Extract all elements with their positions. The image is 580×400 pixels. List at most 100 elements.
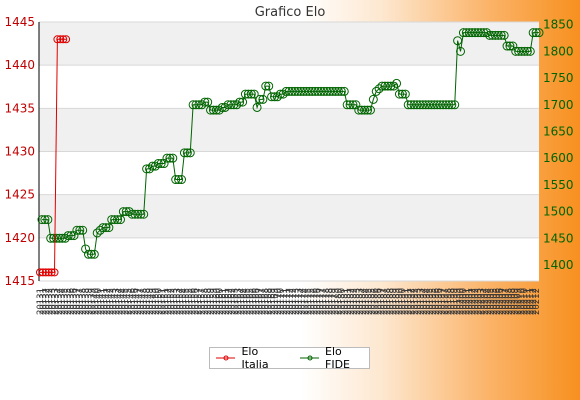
point-elo-fide — [389, 81, 399, 91]
x-tick-label: 20151 — [161, 288, 171, 315]
point-elo-fide — [127, 209, 137, 219]
x-tick-label: 20196 — [435, 288, 445, 315]
point-elo-fide — [147, 161, 157, 171]
x-tick-label: 20199 — [453, 288, 463, 315]
plot-band — [39, 65, 539, 109]
plot-bands — [39, 22, 539, 281]
x-tick-label: 20182 — [346, 288, 356, 315]
point-elo-fide — [351, 100, 361, 110]
x-tick-label: 20159 — [206, 288, 216, 315]
series-line-elo-italia — [40, 38, 67, 273]
x-tick-label: 20136 — [66, 288, 76, 315]
point-elo-fide — [444, 100, 454, 110]
right-tick-label: 1600 — [543, 151, 574, 165]
x-tick-label: 20144 — [118, 288, 128, 315]
plot-band — [39, 237, 539, 281]
right-tick-label: 1750 — [543, 71, 574, 85]
point-elo-fide — [467, 28, 477, 38]
point-elo-fide — [72, 225, 82, 235]
point-elo-fide — [223, 100, 233, 110]
x-tick-label: 20196 — [432, 288, 442, 315]
x-tick-label: 20147 — [133, 288, 143, 315]
point-elo-fide — [517, 46, 527, 56]
point-elo-fide — [435, 100, 445, 110]
point-elo-fide — [200, 97, 210, 107]
point-elo-fide — [322, 86, 332, 96]
x-tick-label: 20164 — [237, 288, 247, 315]
right-tick-label: 1850 — [543, 18, 574, 32]
point-elo-fide — [261, 81, 271, 91]
x-tick-label: 20134 — [57, 288, 67, 315]
series-layer — [36, 28, 544, 277]
x-tick-label: 20138 — [79, 288, 89, 315]
point-elo-fide — [421, 100, 431, 110]
x-tick-label: 20156 — [188, 288, 198, 315]
x-tick-label: 20163 — [234, 288, 244, 315]
x-tick-label: 20187 — [377, 288, 387, 315]
point-elo-fide — [456, 46, 466, 56]
x-tick-label: 20183 — [352, 288, 362, 315]
point-elo-fide — [177, 175, 187, 185]
x-tick-label: 20209 — [511, 288, 521, 315]
x-tick-label: 20205 — [486, 288, 496, 315]
point-elo-fide — [115, 215, 125, 225]
point-elo-fide — [69, 231, 79, 241]
point-elo-fide — [156, 159, 166, 169]
x-tick-label: 20131 — [36, 288, 46, 315]
x-tick-label: 20146 — [127, 288, 137, 315]
x-tick-label: 20154 — [176, 288, 186, 315]
point-elo-fide — [441, 100, 451, 110]
point-elo-fide — [534, 28, 544, 38]
point-elo-fide — [377, 81, 387, 91]
x-tick-label: 20133 — [48, 288, 58, 315]
left-tick-label: 1440 — [4, 58, 35, 72]
x-tick-label: 20182 — [349, 288, 359, 315]
x-tick-label: 20150 — [152, 288, 162, 315]
point-elo-fide — [406, 100, 416, 110]
point-elo-fide — [301, 86, 311, 96]
point-elo-fide — [107, 215, 117, 225]
x-tick-label: 20177 — [316, 288, 326, 315]
point-elo-fide — [217, 102, 227, 112]
x-tick-label: 20176 — [313, 288, 323, 315]
x-tick-label: 20207 — [499, 288, 509, 315]
point-elo-fide — [342, 100, 352, 110]
x-tick-label: 20193 — [416, 288, 426, 315]
point-elo-fide — [476, 28, 486, 38]
x-tick-label: 20173 — [295, 288, 305, 315]
x-tick-label: 20135 — [60, 288, 70, 315]
x-tick-label: 20201 — [465, 288, 475, 315]
right-tick-label: 1650 — [543, 124, 574, 138]
x-tick-label: 20203 — [477, 288, 487, 315]
point-elo-italia — [59, 35, 68, 44]
x-tick-label: 20141 — [100, 288, 110, 315]
x-tick-label: 20161 — [222, 288, 232, 315]
right-tick-label: 1450 — [543, 231, 574, 245]
point-elo-fide — [203, 97, 213, 107]
x-tick-label: 20203 — [474, 288, 484, 315]
x-tick-label: 20207 — [502, 288, 512, 315]
x-tick-label: 20167 — [258, 288, 268, 315]
x-tick-label: 20190 — [395, 288, 405, 315]
point-elo-fide — [354, 105, 364, 115]
point-elo-fide — [313, 86, 323, 96]
point-elo-fide — [104, 223, 114, 233]
point-elo-fide — [182, 148, 192, 158]
point-elo-fide — [293, 86, 303, 96]
x-tick-label: 20160 — [216, 288, 226, 315]
point-elo-fide — [397, 89, 407, 99]
x-tick-label: 20140 — [94, 288, 104, 315]
point-elo-fide — [429, 100, 439, 110]
x-tick-label: 20168 — [264, 288, 274, 315]
point-elo-italia — [62, 35, 71, 44]
x-tick-label: 20169 — [270, 288, 280, 315]
point-elo-fide — [252, 102, 262, 112]
x-tick-label: 20157 — [194, 288, 204, 315]
point-elo-fide — [519, 46, 529, 56]
point-elo-fide — [174, 175, 184, 185]
x-tick-label: 20188 — [386, 288, 396, 315]
point-elo-fide — [278, 89, 288, 99]
x-tick-label: 20136 — [69, 288, 79, 315]
x-tick-label: 20211 — [526, 288, 536, 315]
point-elo-fide — [290, 86, 300, 96]
